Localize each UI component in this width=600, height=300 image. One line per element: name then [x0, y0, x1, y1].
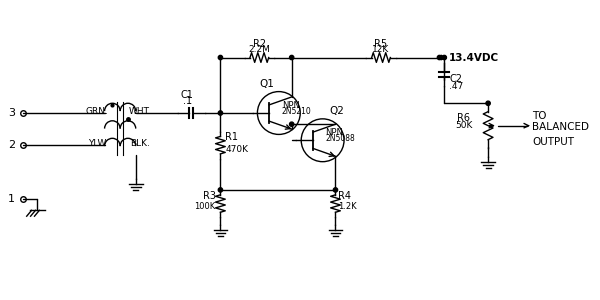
Text: WHT.: WHT. — [128, 106, 151, 116]
Text: R1: R1 — [225, 132, 238, 142]
Circle shape — [218, 188, 223, 192]
Text: R5: R5 — [374, 39, 388, 49]
Text: BLK.: BLK. — [130, 139, 149, 148]
Text: R3: R3 — [203, 191, 215, 201]
Text: NPN: NPN — [282, 101, 299, 110]
Text: Q2: Q2 — [329, 106, 344, 116]
Circle shape — [486, 101, 490, 105]
Text: NPN: NPN — [326, 128, 343, 137]
Text: GRN.: GRN. — [85, 106, 108, 116]
Text: 2.2M: 2.2M — [248, 45, 270, 54]
Text: Q1: Q1 — [259, 79, 274, 89]
Text: 1: 1 — [8, 194, 15, 204]
Text: 470K: 470K — [225, 145, 248, 154]
Circle shape — [290, 122, 294, 126]
Text: R2: R2 — [253, 39, 266, 49]
Text: BALANCED: BALANCED — [532, 122, 589, 132]
Text: 2N5210: 2N5210 — [282, 106, 311, 116]
Text: YLW: YLW — [88, 139, 106, 148]
Text: R4: R4 — [338, 191, 352, 201]
Circle shape — [334, 188, 338, 192]
Text: R6: R6 — [457, 113, 470, 123]
Text: 2N5088: 2N5088 — [326, 134, 355, 143]
Text: TO: TO — [532, 111, 547, 121]
Text: C2: C2 — [449, 74, 462, 84]
Text: .47: .47 — [449, 82, 463, 91]
Text: 13.4VDC: 13.4VDC — [449, 52, 499, 62]
Text: 50K: 50K — [455, 121, 472, 130]
Text: C1: C1 — [181, 90, 194, 100]
Text: OUTPUT: OUTPUT — [532, 137, 574, 147]
Text: 100K: 100K — [194, 202, 215, 211]
Text: 3: 3 — [8, 108, 15, 118]
Circle shape — [218, 56, 223, 60]
Circle shape — [442, 56, 446, 60]
Text: 2: 2 — [8, 140, 15, 150]
Text: 12K: 12K — [373, 45, 389, 54]
Text: .1: .1 — [183, 96, 192, 106]
Text: 1.2K: 1.2K — [338, 202, 357, 211]
Circle shape — [218, 111, 223, 115]
Circle shape — [290, 56, 294, 60]
Circle shape — [437, 56, 442, 60]
